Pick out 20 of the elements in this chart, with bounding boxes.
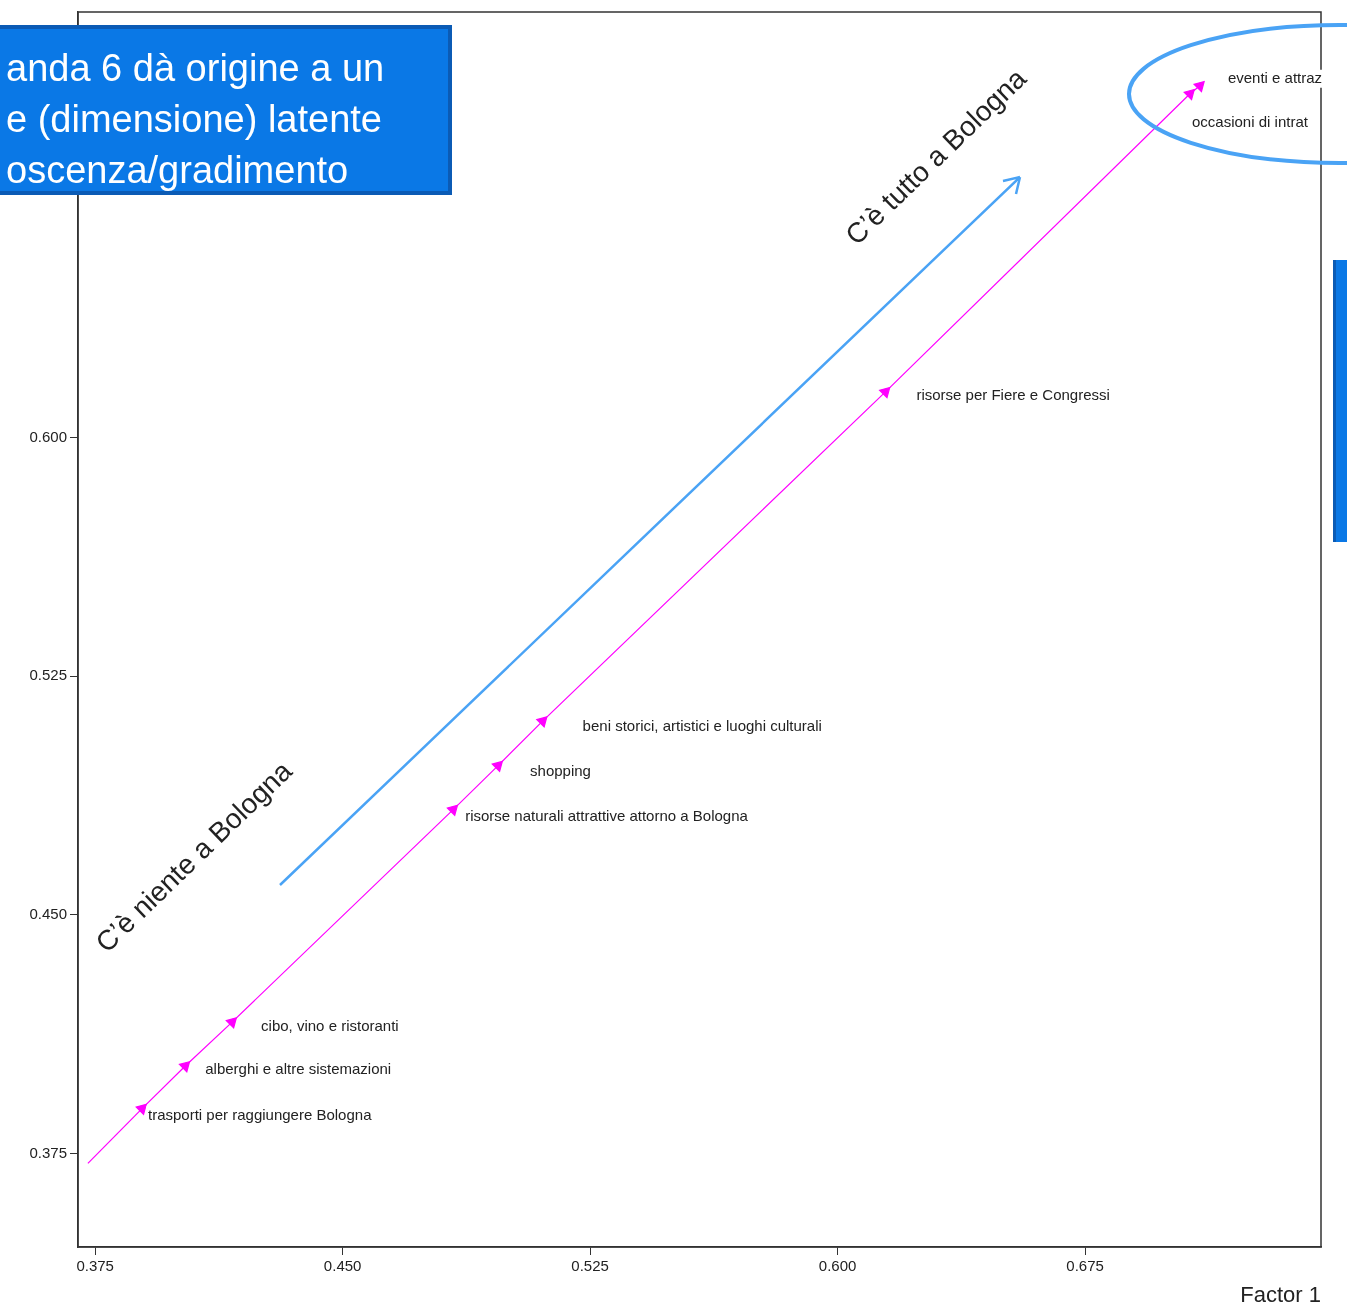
x-tick-label: 0.675 (1066, 1257, 1104, 1275)
annotation: trasporti per raggiungere Bologna (148, 1105, 373, 1123)
text-box: anda 6 dà origine a un e (dimensione) latente oscenza/gradimento (0, 25, 452, 195)
annotation: risorse naturali attrattive attorno a Bologna (465, 806, 749, 824)
x-tick-label: 0.600 (818, 1257, 857, 1275)
annotation: occasioni di intrat (1192, 112, 1309, 130)
annotation: eventi e attraz (1227, 68, 1323, 86)
x-tick-label: 0.450 (323, 1257, 362, 1275)
annotation: beni storici, artistici e luoghi culturali (582, 717, 822, 735)
annotation: alberghi e altre sistemazioni (205, 1060, 392, 1078)
y-tick-label: 0.600 (29, 427, 67, 445)
x-tick-label: 0.525 (571, 1257, 609, 1275)
x-tick-label: 0.375 (76, 1257, 114, 1275)
x-axis-title: Factor 1 (1240, 1281, 1321, 1307)
annotation: cibo, vino e ristoranti (261, 1017, 399, 1035)
y-tick-label: 0.375 (29, 1143, 67, 1161)
annotation: risorse per Fiere e Congressi (916, 385, 1110, 403)
y-tick-label: 0.450 (29, 905, 67, 923)
y-tick-label: 0.525 (29, 666, 67, 684)
annotation: shopping (530, 761, 591, 779)
